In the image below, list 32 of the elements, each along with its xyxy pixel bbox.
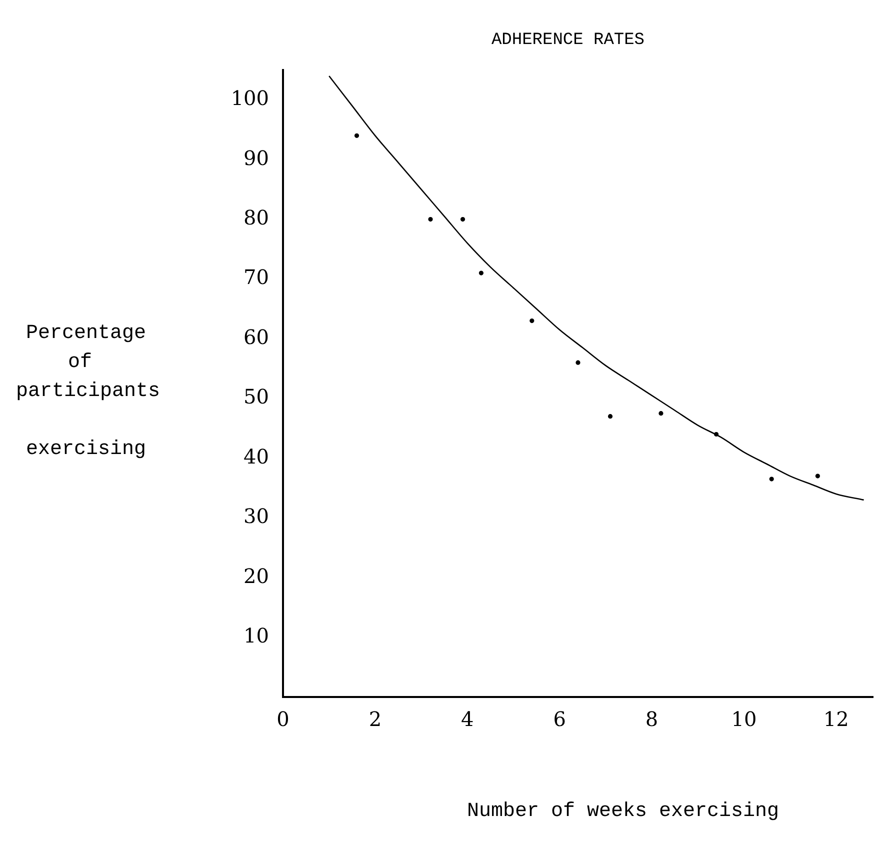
point: [530, 318, 534, 324]
x-tick-label: 4: [461, 707, 474, 732]
line-series: [328, 75, 864, 501]
y-tick-label: 100: [230, 86, 269, 110]
x-tick-label: 12: [823, 707, 849, 732]
point: [478, 270, 484, 276]
x-tick-label: 6: [553, 707, 566, 732]
text: Percentage of participants exercising: [16, 322, 160, 461]
y-tick-label: 70: [244, 265, 269, 290]
point: [815, 474, 820, 478]
chart-title: ADHERENCE RATES: [491, 31, 645, 50]
y-tick-label: 30: [244, 504, 269, 528]
x-axis-title: Number of weeks exercising: [466, 800, 780, 823]
x-tick-label: 2: [368, 707, 382, 732]
y-tick-label: 80: [244, 205, 269, 230]
y-tick-label: 20: [244, 564, 269, 588]
y-tick-label: 50: [244, 384, 269, 409]
point: [354, 133, 360, 138]
y-tick-label: 90: [244, 146, 269, 170]
point: [769, 476, 774, 482]
x-tick-label: 10: [731, 707, 757, 732]
point: [428, 216, 433, 222]
point: [608, 414, 613, 419]
point: [460, 216, 466, 222]
y-tick-label: 10: [244, 623, 269, 648]
point: [658, 411, 664, 416]
y-tick-label: 60: [244, 324, 269, 349]
point: [714, 432, 719, 437]
point: [576, 360, 580, 365]
x-tick-label: 0: [276, 707, 290, 732]
y-tick-label: 40: [244, 444, 269, 468]
x-tick-label: 8: [645, 707, 658, 732]
